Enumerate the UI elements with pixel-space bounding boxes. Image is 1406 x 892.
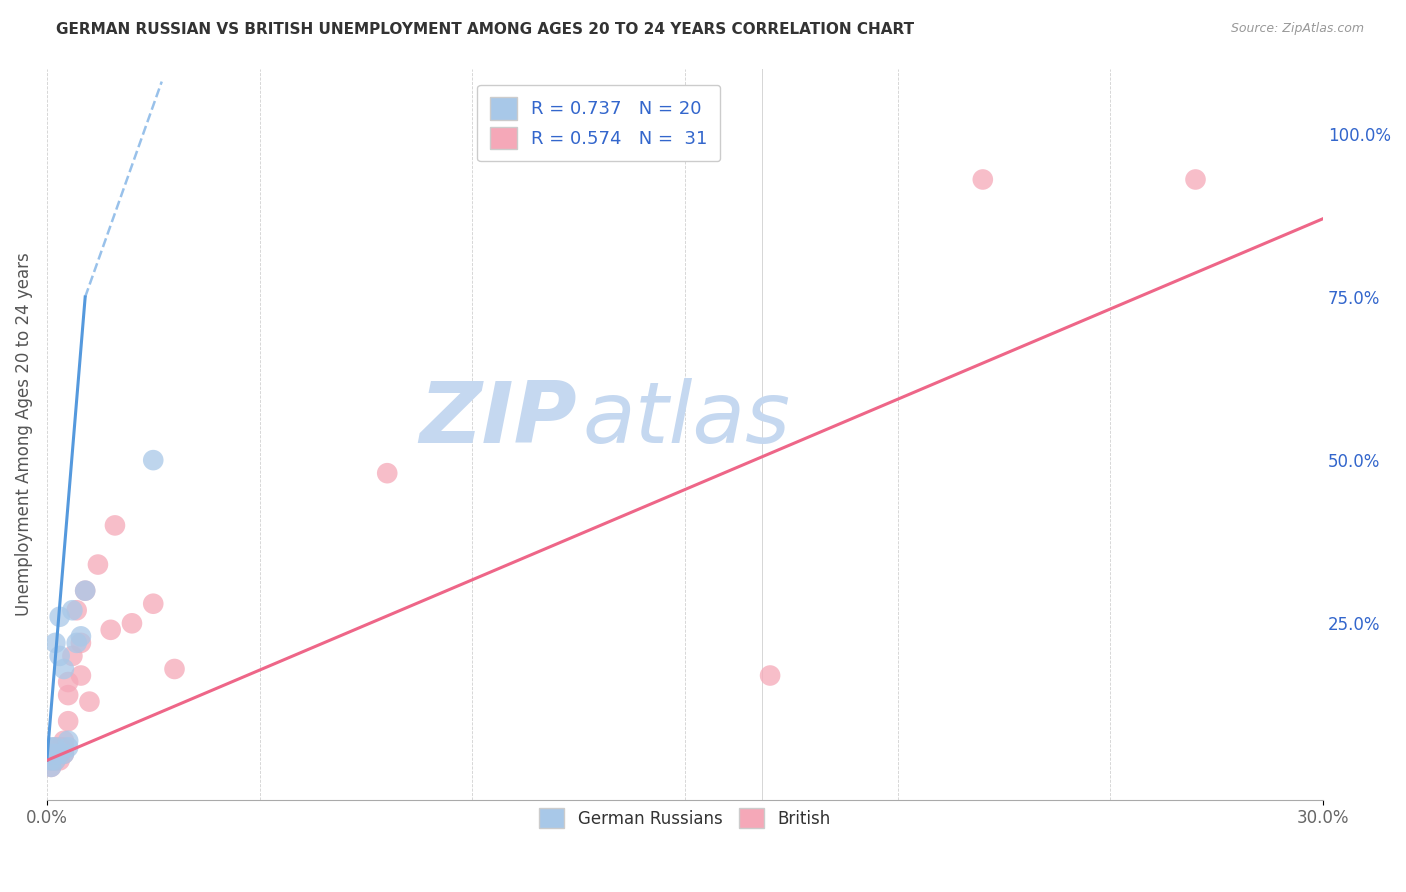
Text: ZIP: ZIP bbox=[419, 378, 576, 461]
Point bbox=[52, 733, 75, 747]
Point bbox=[48, 740, 70, 755]
Y-axis label: Unemployment Among Ages 20 to 24 years: Unemployment Among Ages 20 to 24 years bbox=[15, 252, 32, 615]
Point bbox=[56, 714, 79, 729]
Point bbox=[44, 740, 66, 755]
Point bbox=[44, 753, 66, 767]
Point bbox=[759, 668, 782, 682]
Point bbox=[75, 583, 97, 598]
Point bbox=[56, 733, 79, 747]
Point bbox=[375, 466, 398, 480]
Point bbox=[56, 740, 79, 755]
Point bbox=[163, 662, 186, 676]
Point bbox=[87, 558, 110, 572]
Point bbox=[52, 662, 75, 676]
Text: GERMAN RUSSIAN VS BRITISH UNEMPLOYMENT AMONG AGES 20 TO 24 YEARS CORRELATION CHA: GERMAN RUSSIAN VS BRITISH UNEMPLOYMENT A… bbox=[56, 22, 914, 37]
Point bbox=[48, 648, 70, 663]
Point bbox=[142, 453, 165, 467]
Point bbox=[62, 603, 84, 617]
Point bbox=[44, 753, 66, 767]
Point bbox=[39, 747, 62, 761]
Point bbox=[39, 760, 62, 774]
Point bbox=[142, 597, 165, 611]
Point bbox=[66, 603, 89, 617]
Point bbox=[56, 688, 79, 702]
Point bbox=[75, 583, 97, 598]
Point bbox=[70, 668, 93, 682]
Point bbox=[44, 747, 66, 761]
Point bbox=[52, 747, 75, 761]
Point bbox=[39, 740, 62, 755]
Legend: German Russians, British: German Russians, British bbox=[533, 801, 838, 835]
Point bbox=[121, 616, 143, 631]
Text: atlas: atlas bbox=[583, 378, 792, 461]
Point bbox=[39, 747, 62, 761]
Point bbox=[62, 648, 84, 663]
Point bbox=[1184, 172, 1206, 186]
Point bbox=[79, 695, 101, 709]
Point bbox=[66, 636, 89, 650]
Point bbox=[44, 740, 66, 755]
Point bbox=[44, 747, 66, 761]
Point bbox=[48, 753, 70, 767]
Point bbox=[48, 747, 70, 761]
Point bbox=[48, 609, 70, 624]
Point bbox=[52, 747, 75, 761]
Point bbox=[104, 518, 127, 533]
Point bbox=[52, 740, 75, 755]
Point bbox=[70, 636, 93, 650]
Point bbox=[70, 629, 93, 643]
Point bbox=[100, 623, 122, 637]
Point bbox=[972, 172, 994, 186]
Point bbox=[48, 747, 70, 761]
Point bbox=[39, 753, 62, 767]
Point bbox=[39, 760, 62, 774]
Point bbox=[56, 675, 79, 690]
Text: Source: ZipAtlas.com: Source: ZipAtlas.com bbox=[1230, 22, 1364, 36]
Point bbox=[44, 636, 66, 650]
Point bbox=[39, 753, 62, 767]
